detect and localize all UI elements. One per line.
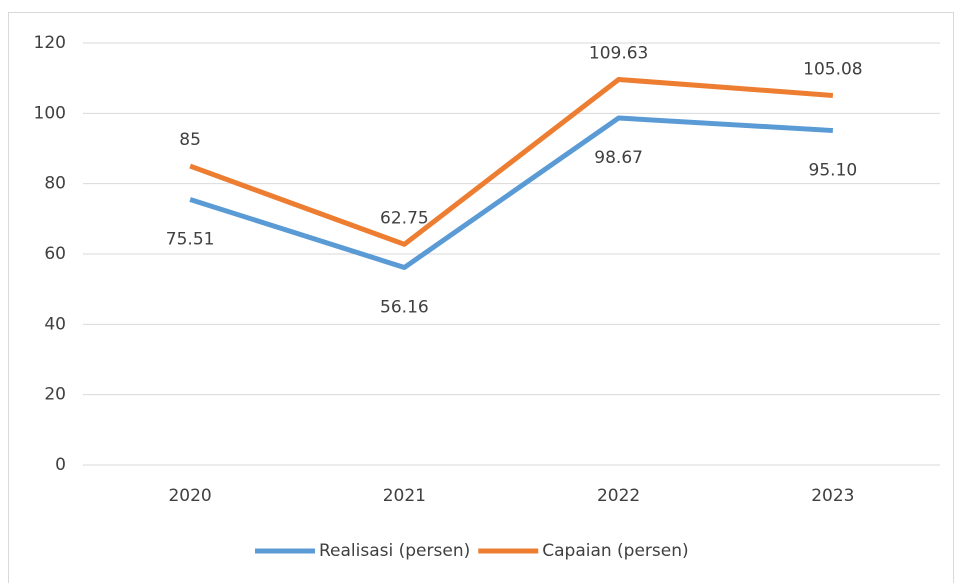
data-label: 56.16	[380, 298, 429, 318]
data-label: 109.63	[589, 43, 648, 63]
y-tick-label: 20	[44, 385, 66, 405]
data-label: 95.10	[809, 161, 858, 181]
data-label: 85	[179, 130, 201, 150]
x-tick-label: 2022	[597, 486, 640, 506]
data-label: 98.67	[594, 148, 643, 168]
data-label: 75.51	[166, 229, 215, 249]
y-tick-label: 120	[34, 33, 66, 53]
x-tick-label: 2020	[168, 486, 211, 506]
data-label: 62.75	[380, 208, 429, 228]
y-tick-label: 60	[44, 244, 66, 264]
x-tick-label: 2021	[383, 486, 426, 506]
y-tick-label: 80	[44, 174, 66, 194]
x-tick-label: 2023	[811, 486, 854, 506]
y-tick-label: 100	[34, 103, 66, 123]
y-tick-label: 0	[55, 455, 66, 475]
y-tick-label: 40	[44, 314, 66, 334]
data-label: 105.08	[803, 59, 862, 79]
legend-label: Capaian (persen)	[542, 541, 688, 561]
line-series	[189, 115, 834, 271]
legend-label: Realisasi (persen)	[319, 541, 470, 561]
line-series	[189, 76, 834, 247]
chart-border	[8, 12, 954, 583]
